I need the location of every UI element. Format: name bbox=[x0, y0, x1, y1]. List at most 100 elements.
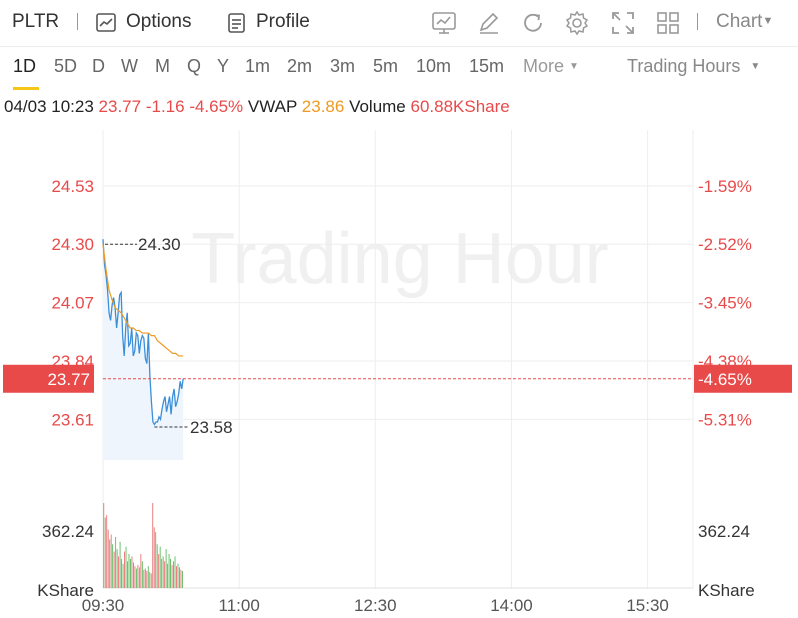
period-tab-m[interactable]: M bbox=[155, 56, 170, 76]
volume-bar bbox=[156, 544, 158, 588]
caret-down-icon: ▼ bbox=[750, 61, 761, 72]
options-icon[interactable] bbox=[96, 13, 118, 38]
volume-bar bbox=[143, 569, 145, 588]
period-tab-1m[interactable]: 1m bbox=[245, 56, 271, 76]
volume-bar bbox=[152, 502, 154, 588]
volume-bar bbox=[122, 563, 124, 588]
current-pct-badge bbox=[694, 364, 792, 393]
volume-bar bbox=[174, 556, 176, 588]
volume-bar bbox=[161, 558, 163, 588]
chart-type-dropdown[interactable]: Chart▼ bbox=[716, 11, 773, 33]
high-marker-label: 24.30 bbox=[138, 235, 181, 254]
y-tick-label-price: 24.53 bbox=[51, 177, 94, 196]
top-toolbar: PLTR Options Profile Chart▼ bbox=[0, 0, 798, 47]
volume-bar bbox=[164, 561, 166, 588]
volume-bar bbox=[138, 567, 140, 588]
volume-bar bbox=[137, 564, 139, 588]
quote-price: 23.77 bbox=[98, 97, 142, 116]
x-tick-label: 09:30 bbox=[82, 596, 125, 615]
volume-bar bbox=[146, 570, 148, 588]
ticker-symbol[interactable]: PLTR bbox=[12, 11, 60, 32]
period-tab-1d[interactable]: 1D bbox=[13, 56, 37, 76]
volume-value: 60.88KShare bbox=[410, 97, 510, 116]
current-price-label: 23.77 bbox=[47, 370, 90, 389]
period-tab-3m[interactable]: 3m bbox=[330, 56, 356, 76]
toolbar-divider bbox=[77, 13, 78, 30]
volume-axis-label-left: 362.24 bbox=[42, 522, 94, 541]
period-tab-q[interactable]: Q bbox=[187, 56, 202, 76]
vwap-line bbox=[102, 244, 184, 357]
vwap-label: VWAP bbox=[247, 97, 298, 116]
volume-unit-right: KShare bbox=[698, 581, 755, 600]
volume-bar bbox=[165, 549, 167, 588]
draw-pen-icon[interactable] bbox=[476, 10, 502, 36]
volume-bar bbox=[134, 566, 136, 588]
quote-change: -1.16 bbox=[145, 97, 185, 116]
volume-bar bbox=[113, 551, 115, 588]
trading-hours-label: Trading Hours bbox=[627, 56, 741, 76]
volume-bar bbox=[153, 527, 155, 588]
volume-bar bbox=[162, 556, 164, 588]
volume-bar bbox=[170, 558, 172, 588]
period-tab-d[interactable]: D bbox=[92, 56, 105, 76]
volume-bar bbox=[176, 566, 177, 588]
period-tab-y[interactable]: Y bbox=[217, 56, 230, 76]
more-periods-dropdown[interactable]: More ▼ bbox=[523, 56, 579, 77]
volume-bar bbox=[159, 546, 161, 588]
more-periods-label: More bbox=[523, 56, 565, 76]
x-tick-label: 11:00 bbox=[219, 596, 260, 615]
period-tab-5d[interactable]: 5D bbox=[54, 56, 78, 76]
volume-bar bbox=[104, 517, 106, 588]
period-tab-2m[interactable]: 2m bbox=[287, 56, 313, 76]
volume-bar bbox=[180, 569, 182, 588]
vwap-value: 23.86 bbox=[301, 97, 345, 116]
quote-change-pct: -4.65% bbox=[189, 97, 244, 116]
volume-bar bbox=[112, 544, 114, 588]
trading-hours-dropdown[interactable]: Trading Hours ▼ bbox=[627, 56, 760, 77]
volume-bar bbox=[147, 566, 149, 588]
x-tick-label: 15:30 bbox=[626, 596, 669, 615]
period-tab-w[interactable]: W bbox=[121, 56, 138, 76]
profile-tab[interactable]: Profile bbox=[256, 11, 310, 32]
volume-bar bbox=[109, 539, 111, 588]
volume-bar bbox=[121, 558, 123, 588]
volume-bar bbox=[103, 502, 105, 588]
volume-bar bbox=[141, 561, 143, 588]
settings-gear-icon[interactable] bbox=[564, 10, 590, 36]
fullscreen-icon[interactable] bbox=[610, 10, 636, 36]
volume-bar bbox=[106, 515, 108, 588]
period-tab-5m[interactable]: 5m bbox=[373, 56, 399, 76]
period-tab-15m[interactable]: 15m bbox=[469, 56, 505, 76]
volume-bar bbox=[144, 568, 146, 588]
volume-bar bbox=[119, 541, 121, 588]
chart-watermark: Trading Hour bbox=[191, 219, 609, 299]
volume-unit-left: KShare bbox=[37, 581, 94, 600]
quote-datetime: 04/03 10:23 bbox=[4, 97, 94, 116]
low-marker-label: 23.58 bbox=[190, 418, 233, 437]
indicator-chart-icon[interactable] bbox=[431, 10, 457, 36]
volume-bar bbox=[131, 556, 133, 588]
volume-bar bbox=[140, 553, 142, 588]
layout-grid-icon[interactable] bbox=[655, 10, 681, 36]
y-tick-label-pct: -3.45% bbox=[698, 294, 752, 313]
volume-axis-label-right: 362.24 bbox=[698, 522, 750, 541]
quote-summary: 04/03 10:23 23.77 -1.16 -4.65% VWAP 23.8… bbox=[4, 97, 510, 117]
y-tick-label-price: 23.61 bbox=[51, 410, 94, 429]
refresh-icon[interactable] bbox=[520, 10, 546, 36]
caret-down-icon: ▼ bbox=[762, 15, 774, 27]
volume-bar bbox=[167, 563, 169, 588]
period-tabs: 1D 5D D W M Q Y 1m 2m 3m 5m 10m 15m More… bbox=[0, 47, 798, 90]
period-tab-10m[interactable]: 10m bbox=[416, 56, 452, 76]
volume-bar bbox=[115, 536, 117, 588]
volume-bar bbox=[107, 529, 109, 588]
caret-down-icon: ▼ bbox=[569, 61, 579, 72]
volume-bar bbox=[130, 558, 131, 588]
options-tab[interactable]: Options bbox=[126, 11, 192, 32]
volume-bar bbox=[177, 563, 179, 588]
profile-icon[interactable] bbox=[228, 13, 246, 38]
current-price-badge bbox=[3, 364, 94, 393]
y-tick-label-price: 24.30 bbox=[51, 235, 94, 254]
volume-bar bbox=[179, 567, 180, 588]
active-period-underline bbox=[13, 87, 39, 90]
